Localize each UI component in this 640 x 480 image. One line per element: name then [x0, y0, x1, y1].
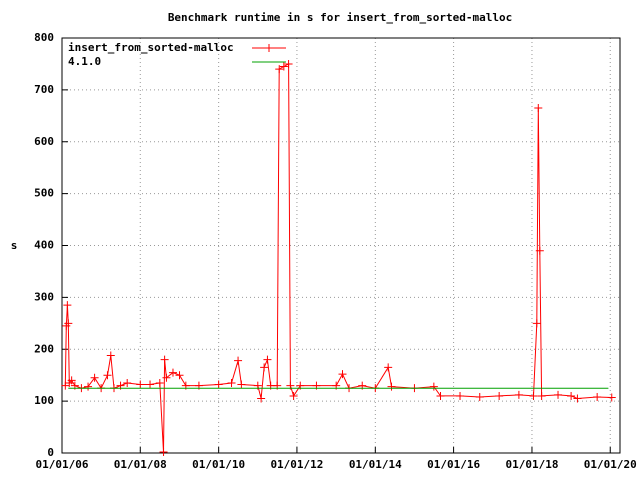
- chart-title: Benchmark runtime in s for insert_from_s…: [168, 11, 512, 24]
- data-point: [162, 373, 171, 382]
- data-point: [67, 376, 76, 385]
- y-tick-label: 700: [34, 83, 54, 96]
- data-point: [260, 363, 269, 372]
- x-tick-label: 01/01/12: [270, 458, 323, 471]
- x-tick-label: 01/01/10: [192, 458, 245, 471]
- data-point: [214, 380, 223, 389]
- data-point: [456, 391, 465, 400]
- data-point: [234, 356, 243, 365]
- data-point: [263, 355, 272, 364]
- data-point: [155, 378, 164, 387]
- data-point: [387, 382, 396, 391]
- data-point: [514, 390, 523, 399]
- data-point: [136, 380, 145, 389]
- data-point: [573, 394, 582, 403]
- legend-label: 4.1.0: [68, 55, 101, 68]
- data-point: [537, 391, 546, 400]
- data-point: [168, 368, 177, 377]
- y-tick-label: 500: [34, 187, 54, 200]
- legend-label: insert_from_sorted-malloc: [68, 41, 234, 54]
- y-tick-label: 600: [34, 135, 54, 148]
- y-tick-label: 0: [47, 446, 54, 459]
- data-point: [103, 371, 112, 380]
- data-point: [84, 382, 93, 391]
- data-point: [146, 380, 155, 389]
- data-point: [64, 319, 73, 328]
- data-point: [607, 393, 616, 402]
- data-point: [279, 62, 288, 71]
- y-tick-label: 100: [34, 394, 54, 407]
- data-point: [175, 371, 184, 380]
- x-tick-label: 01/01/08: [114, 458, 167, 471]
- series-line: [64, 63, 612, 453]
- data-point: [534, 104, 543, 113]
- data-point: [257, 394, 266, 403]
- data-point: [554, 390, 563, 399]
- y-tick-label: 200: [34, 342, 54, 355]
- data-point: [529, 391, 538, 400]
- x-tick-label: 01/01/16: [427, 458, 480, 471]
- data-point: [159, 447, 168, 456]
- data-point: [275, 65, 284, 74]
- legend-marker: [265, 44, 273, 52]
- data-point: [289, 391, 298, 400]
- x-tick-label: 01/01/14: [349, 458, 402, 471]
- y-axis-label: s: [11, 239, 18, 252]
- data-point: [63, 301, 72, 310]
- data-point: [237, 380, 246, 389]
- y-tick-label: 300: [34, 290, 54, 303]
- data-point: [532, 319, 541, 328]
- data-point: [338, 370, 347, 379]
- x-tick-label: 01/01/06: [36, 458, 89, 471]
- data-point: [535, 246, 544, 255]
- y-tick-label: 400: [34, 239, 54, 252]
- data-point: [160, 355, 169, 364]
- data-point: [123, 378, 132, 387]
- data-point: [436, 391, 445, 400]
- x-tick-label: 01/01/20: [584, 458, 637, 471]
- data-point: [429, 382, 438, 391]
- data-point: [495, 391, 504, 400]
- plot-border: [61, 37, 621, 454]
- x-tick-label: 01/01/18: [505, 458, 558, 471]
- y-tick-label: 800: [34, 31, 54, 44]
- data-point: [593, 392, 602, 401]
- data-point: [384, 363, 393, 372]
- data-point: [475, 392, 484, 401]
- data-point: [227, 378, 236, 387]
- data-point: [284, 59, 293, 68]
- data-point: [567, 391, 576, 400]
- data-point: [90, 373, 99, 382]
- data-point: [106, 351, 115, 360]
